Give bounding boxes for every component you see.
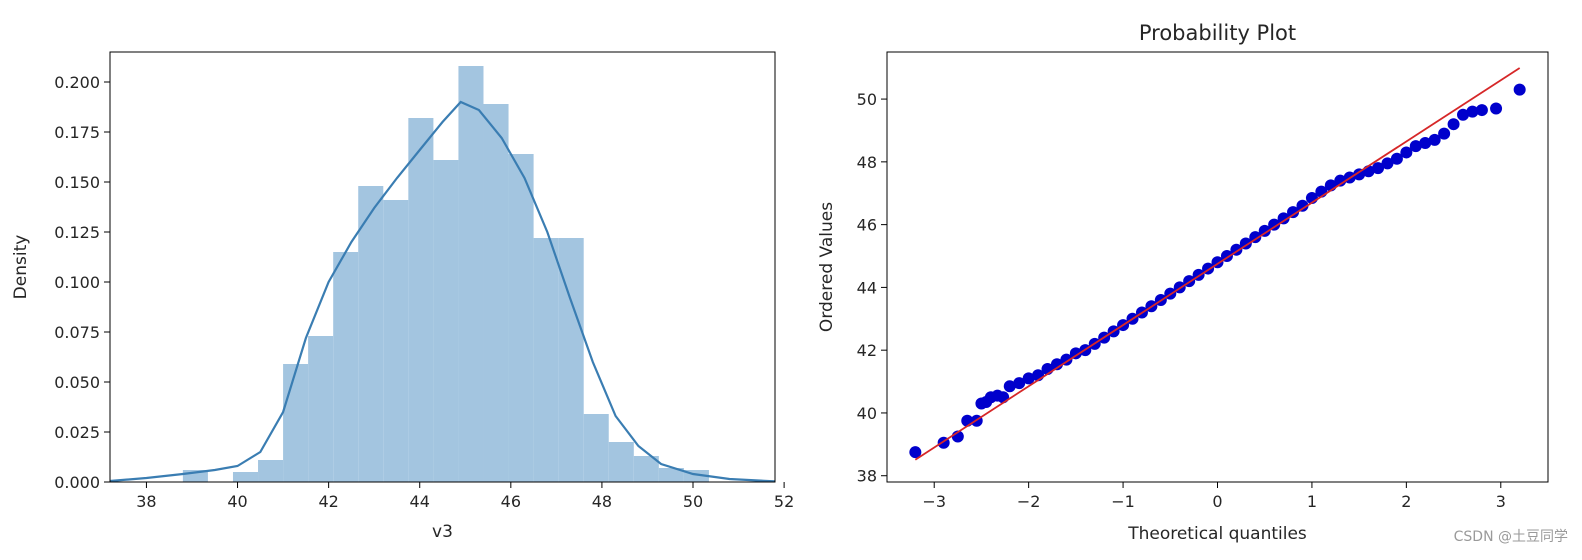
histogram-bar	[508, 154, 534, 482]
probability-x-tick-label: 2	[1401, 492, 1411, 511]
probability-point	[1490, 102, 1503, 115]
histogram-y-tick-label: 0.050	[54, 373, 100, 392]
probability-y-axis-label: Ordered Values	[817, 202, 837, 332]
probability-point	[1409, 140, 1422, 153]
histogram-x-axis-label: v3	[432, 522, 453, 542]
histogram-bar	[383, 200, 409, 482]
probability-x-tick-label: 0	[1212, 492, 1222, 511]
probability-point	[997, 391, 1010, 404]
histogram-bar	[633, 456, 659, 482]
probability-y-tick-label: 46	[857, 216, 877, 235]
probability-point	[1475, 104, 1488, 117]
histogram-y-axis-label: Density	[11, 235, 31, 300]
histogram-bar	[658, 468, 684, 482]
probability-point	[1353, 168, 1366, 181]
probability-point	[1513, 83, 1526, 96]
probability-point	[909, 446, 922, 459]
probability-points	[909, 83, 1526, 459]
histogram-y-tick-label: 0.200	[54, 73, 100, 92]
probability-point	[1287, 206, 1300, 219]
histogram-axes-frame	[109, 51, 776, 483]
histogram-x-tick-label: 50	[683, 492, 703, 511]
probability-plot-title: Probability Plot	[1139, 21, 1296, 45]
histogram-x-tick-label: 46	[501, 492, 521, 511]
histogram-bar	[408, 118, 434, 482]
probability-x-axis-label: Theoretical quantiles	[1127, 524, 1307, 544]
probability-point	[1466, 105, 1479, 118]
probability-point	[1428, 133, 1441, 146]
histogram-y-tick-label: 0.025	[54, 423, 100, 442]
histogram-y-tick-label: 0.125	[54, 223, 100, 242]
histogram-bar	[333, 252, 359, 482]
probability-x-ticks: −3 −2 −1 0 1 2 3	[922, 482, 1506, 511]
probability-point	[1060, 353, 1073, 366]
probability-point	[1003, 380, 1016, 393]
probability-x-tick-label: 1	[1307, 492, 1317, 511]
probability-point	[1390, 152, 1403, 165]
probability-point	[1457, 108, 1470, 121]
histogram-bar	[283, 364, 309, 482]
histogram-y-tick-label: 0.150	[54, 173, 100, 192]
histogram-bar	[308, 336, 334, 482]
probability-point	[1372, 162, 1385, 175]
probability-y-tick-label: 42	[857, 341, 877, 360]
probability-y-tick-label: 38	[857, 467, 877, 486]
histogram-bar	[458, 66, 484, 482]
probability-point	[1419, 137, 1432, 150]
histogram-bar	[232, 472, 259, 482]
probability-y-tick-label: 40	[857, 404, 877, 423]
histogram-x-tick-label: 52	[774, 492, 794, 511]
histogram-bar	[483, 104, 509, 482]
histogram-y-tick-label: 0.100	[54, 273, 100, 292]
probability-point	[1050, 358, 1063, 371]
probability-point	[1334, 174, 1347, 187]
probability-point	[1249, 231, 1262, 244]
probability-point	[1296, 199, 1309, 212]
probability-point	[1258, 224, 1271, 237]
histogram-bar	[258, 460, 284, 482]
probability-point	[1381, 157, 1394, 170]
kde-line	[109, 100, 776, 483]
probability-point	[1438, 127, 1451, 140]
histogram-y-tick-label: 0.075	[54, 323, 100, 342]
histogram-x-ticks: 38 40 42 44 46 48 50 52	[136, 482, 794, 511]
histogram-x-tick-label: 48	[592, 492, 612, 511]
probability-y-tick-label: 50	[857, 90, 877, 109]
watermark: CSDN @土豆同学	[1453, 529, 1568, 545]
probability-plot-chart: Probability Plot −3 −2 −1 0 1 2 3 38 40 42 44 46 48…	[817, 21, 1549, 544]
histogram-chart: 38 40 42 44 46 48 50 52 0.000 0.025 0.050 0.075 0.1…	[11, 51, 794, 542]
histogram-y-ticks: 0.000 0.025 0.050 0.075 0.100 0.125 0.150 0.175…	[54, 73, 110, 492]
histogram-x-tick-label: 38	[136, 492, 156, 511]
histogram-x-tick-label: 40	[227, 492, 247, 511]
histogram-bar	[533, 238, 559, 482]
probability-x-tick-label: −1	[1111, 492, 1135, 511]
probability-point	[1069, 347, 1082, 360]
probability-x-tick-label: −2	[1017, 492, 1041, 511]
probability-point	[1400, 146, 1413, 159]
probability-y-ticks: 38 40 42 44 46 48 50	[857, 90, 887, 486]
probability-point	[1277, 212, 1290, 225]
probability-point	[1013, 377, 1026, 390]
histogram-bars	[182, 66, 709, 482]
histogram-bar	[358, 186, 384, 482]
histogram-bar	[608, 442, 634, 482]
histogram-bar	[433, 160, 459, 482]
histogram-y-tick-label: 0.000	[54, 473, 100, 492]
probability-x-tick-label: 3	[1496, 492, 1506, 511]
probability-point	[1268, 218, 1281, 231]
probability-y-tick-label: 48	[857, 153, 877, 172]
probability-point	[1022, 372, 1035, 385]
probability-y-tick-label: 44	[857, 278, 877, 297]
histogram-x-tick-label: 44	[410, 492, 430, 511]
probability-point	[1447, 118, 1460, 131]
probability-x-tick-label: −3	[922, 492, 946, 511]
histogram-x-tick-label: 42	[318, 492, 338, 511]
probability-fit-line	[914, 67, 1521, 461]
histogram-bar	[583, 414, 609, 482]
histogram-y-tick-label: 0.175	[54, 123, 100, 142]
